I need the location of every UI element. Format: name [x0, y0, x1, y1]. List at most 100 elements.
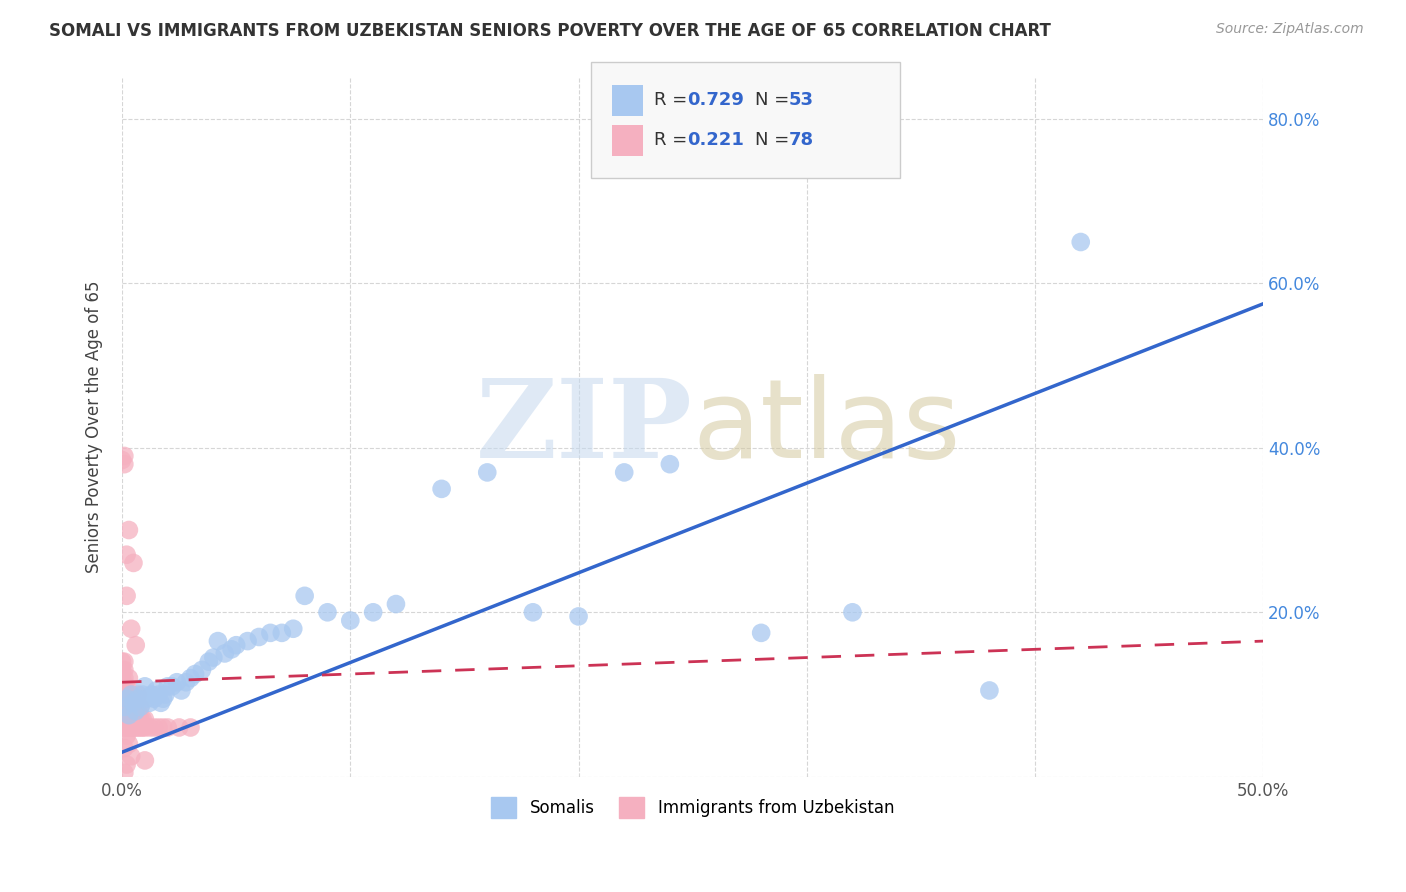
Point — [148, 721, 170, 735]
Point — [112, 741, 135, 756]
Point — [236, 634, 259, 648]
Point — [127, 721, 149, 735]
Point — [112, 700, 135, 714]
Point — [170, 683, 193, 698]
Point — [122, 704, 145, 718]
Point — [148, 688, 170, 702]
Point — [197, 655, 219, 669]
Point — [120, 622, 142, 636]
Point — [120, 712, 142, 726]
Text: 0.221: 0.221 — [688, 131, 744, 150]
Point — [129, 712, 152, 726]
Point — [115, 548, 138, 562]
Point — [112, 671, 135, 685]
Point — [141, 688, 163, 702]
Point — [118, 704, 141, 718]
Point — [115, 721, 138, 735]
Point — [143, 721, 166, 735]
Point — [115, 589, 138, 603]
Point — [127, 691, 149, 706]
Point — [1070, 235, 1092, 249]
Point — [613, 466, 636, 480]
Point — [129, 700, 152, 714]
Point — [522, 605, 544, 619]
Text: 78: 78 — [789, 131, 814, 150]
Point — [136, 691, 159, 706]
Point — [122, 556, 145, 570]
Text: R =: R = — [654, 131, 693, 150]
Point — [156, 679, 179, 693]
Text: R =: R = — [654, 91, 693, 110]
Point — [125, 721, 148, 735]
Text: N =: N = — [755, 91, 794, 110]
Point — [129, 721, 152, 735]
Point — [112, 688, 135, 702]
Point — [112, 655, 135, 669]
Point — [118, 671, 141, 685]
Point — [115, 679, 138, 693]
Point — [294, 589, 316, 603]
Point — [118, 712, 141, 726]
Point — [111, 663, 134, 677]
Point — [115, 757, 138, 772]
Point — [134, 721, 156, 735]
Point — [134, 679, 156, 693]
Point — [118, 688, 141, 702]
Y-axis label: Seniors Poverty Over the Age of 65: Seniors Poverty Over the Age of 65 — [86, 281, 103, 574]
Text: N =: N = — [755, 131, 794, 150]
Point — [122, 712, 145, 726]
Point — [134, 753, 156, 767]
Point — [202, 650, 225, 665]
Point — [118, 696, 141, 710]
Point — [111, 721, 134, 735]
Point — [118, 708, 141, 723]
Point — [658, 457, 681, 471]
Point — [127, 704, 149, 718]
Point — [115, 691, 138, 706]
Point — [156, 721, 179, 735]
Text: ZIP: ZIP — [477, 374, 693, 481]
Point — [112, 696, 135, 710]
Text: SOMALI VS IMMIGRANTS FROM UZBEKISTAN SENIORS POVERTY OVER THE AGE OF 65 CORRELAT: SOMALI VS IMMIGRANTS FROM UZBEKISTAN SEN… — [49, 22, 1052, 40]
Point — [118, 721, 141, 735]
Point — [118, 523, 141, 537]
Point — [125, 712, 148, 726]
Point — [111, 696, 134, 710]
Point — [567, 609, 589, 624]
Point — [111, 453, 134, 467]
Point — [247, 630, 270, 644]
Point — [115, 712, 138, 726]
Point — [112, 679, 135, 693]
Point — [841, 605, 863, 619]
Point — [174, 675, 197, 690]
Point — [112, 663, 135, 677]
Point — [339, 614, 361, 628]
Point — [430, 482, 453, 496]
Point — [134, 712, 156, 726]
Point — [979, 683, 1001, 698]
Point — [122, 721, 145, 735]
Point — [111, 671, 134, 685]
Point — [115, 729, 138, 743]
Point — [129, 700, 152, 714]
Point — [120, 749, 142, 764]
Point — [131, 712, 153, 726]
Point — [120, 721, 142, 735]
Point — [162, 679, 184, 693]
Point — [167, 721, 190, 735]
Point — [112, 704, 135, 718]
Point — [118, 737, 141, 751]
Point — [111, 704, 134, 718]
Point — [131, 688, 153, 702]
Text: 0.729: 0.729 — [688, 91, 744, 110]
Point — [155, 688, 177, 702]
Point — [152, 721, 174, 735]
Point — [127, 712, 149, 726]
Point — [221, 642, 243, 657]
Point — [149, 696, 172, 710]
Point — [112, 457, 135, 471]
Point — [111, 688, 134, 702]
Point — [120, 696, 142, 710]
Point — [166, 675, 188, 690]
Point — [316, 605, 339, 619]
